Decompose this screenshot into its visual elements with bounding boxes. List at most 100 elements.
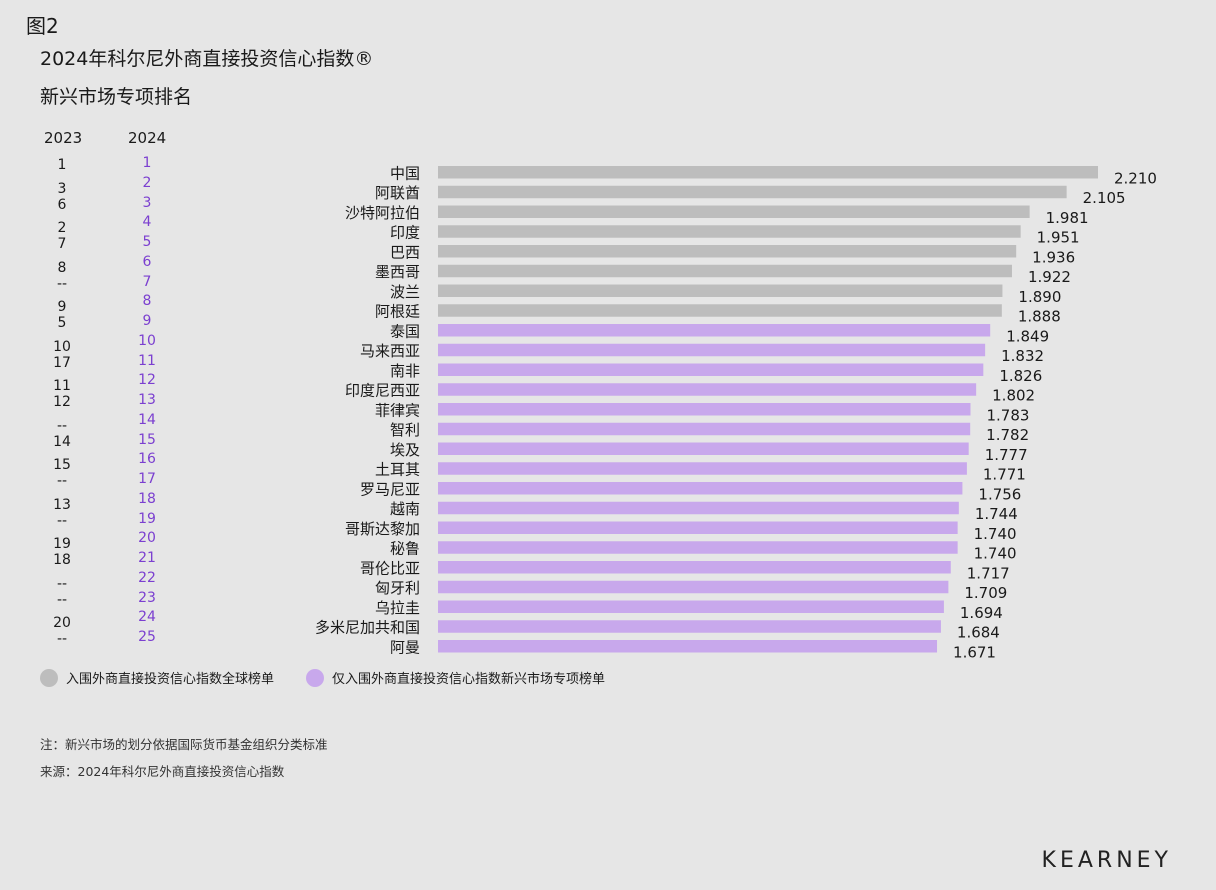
rank-2023-item: 20 xyxy=(53,615,71,632)
rank-2024-item: 14 xyxy=(138,411,156,428)
brand-logo: KEARNEY xyxy=(1041,848,1172,873)
bar xyxy=(438,403,971,416)
category-label: 马来西亚 xyxy=(360,342,420,360)
rank-2023-item: 19 xyxy=(53,536,71,553)
bar xyxy=(438,561,951,574)
legend-label-global: 入围外商直接投资信心指数全球榜单 xyxy=(66,672,275,687)
rank-2024-item: 2 xyxy=(142,174,152,191)
value-label: 1.744 xyxy=(975,505,1018,523)
bar xyxy=(438,600,944,613)
bar xyxy=(438,521,958,534)
value-label: 1.756 xyxy=(978,485,1021,503)
rank-2023-item: 5 xyxy=(57,315,67,331)
value-label: 1.671 xyxy=(953,643,996,660)
value-label: 1.802 xyxy=(992,387,1035,405)
category-label: 秘鲁 xyxy=(390,540,420,558)
category-label: 哥斯达黎加 xyxy=(345,520,420,538)
value-label: 1.890 xyxy=(1018,288,1061,306)
rank-2024-item: 24 xyxy=(138,609,156,626)
category-label: 沙特阿拉伯 xyxy=(345,204,420,222)
rank-2023-item: 14 xyxy=(53,433,71,450)
rank-2024-item: 9 xyxy=(142,313,152,329)
category-label: 多米尼加共和国 xyxy=(315,619,420,637)
value-label: 1.888 xyxy=(1018,308,1061,326)
rank-2024-item: 20 xyxy=(138,530,156,547)
rank-2024-item: 15 xyxy=(138,431,156,448)
rank-2024-item: 3 xyxy=(142,194,152,211)
category-label: 印度尼西亚 xyxy=(345,382,420,400)
footnote: 注：新兴市场的划分依据国际货币基金组织分类标准 xyxy=(40,737,328,752)
legend-item-global: 入围外商直接投资信心指数全球榜单 xyxy=(40,668,274,687)
rank-2024-item: 10 xyxy=(138,332,156,349)
rank-2023-item: 15 xyxy=(53,457,71,474)
value-label: 1.936 xyxy=(1032,248,1075,266)
rank-2024-item: 25 xyxy=(138,629,156,645)
legend-swatch-emerging xyxy=(306,668,324,687)
category-label: 阿联酋 xyxy=(375,184,420,202)
bar xyxy=(438,442,969,455)
rank-2024-item: 1 xyxy=(142,155,152,171)
rank-2023-item: 18 xyxy=(53,552,71,568)
legend-swatch-global xyxy=(40,668,58,687)
rank-2023-item: 11 xyxy=(53,378,71,395)
rank-2024-item: 23 xyxy=(138,589,156,606)
rank-2024-item: 11 xyxy=(138,352,156,369)
rank-2024-item: 17 xyxy=(138,471,156,487)
figure-label: 图2 xyxy=(26,14,59,38)
bar xyxy=(438,245,1017,258)
rank-2023-item: -- xyxy=(56,275,68,292)
rank-2023-item: 17 xyxy=(53,354,71,371)
value-label: 1.777 xyxy=(985,446,1028,464)
bar xyxy=(438,205,1030,218)
category-label: 南非 xyxy=(390,362,420,380)
bar xyxy=(438,225,1021,238)
rank-header-2024: 2024 xyxy=(128,129,167,147)
value-label: 1.826 xyxy=(999,367,1042,385)
bar xyxy=(438,462,967,475)
legend-label-emerging: 仅入围外商直接投资信心指数新兴市场专项榜单 xyxy=(332,672,606,687)
rank-2023-item: 2 xyxy=(57,220,67,237)
rank-2023-item: 13 xyxy=(53,496,71,513)
bar xyxy=(438,166,1098,179)
rank-2023-item: 9 xyxy=(57,299,67,316)
rank-2024-item: 12 xyxy=(138,372,156,389)
legend-item-emerging: 仅入围外商直接投资信心指数新兴市场专项榜单 xyxy=(306,668,605,687)
bar-chart: 中国 2.210 阿联酋 2.105 沙特阿拉伯 1.981 印度 1.951 巴西 1.936 墨… xyxy=(315,164,1157,660)
rank-2023-item: 3 xyxy=(57,180,67,197)
rank-2024-item: 5 xyxy=(142,234,152,250)
value-label: 1.740 xyxy=(974,545,1017,563)
category-label: 智利 xyxy=(390,421,420,439)
value-label: 2.210 xyxy=(1114,169,1157,187)
value-label: 1.740 xyxy=(974,525,1017,543)
category-label: 罗马尼亚 xyxy=(360,480,420,498)
value-label: 1.832 xyxy=(1001,347,1044,365)
bar xyxy=(438,541,958,554)
category-label: 泰国 xyxy=(390,322,420,340)
rank-2023-item: 7 xyxy=(57,236,67,252)
category-label: 乌拉圭 xyxy=(375,599,420,617)
rank-2024-item: 19 xyxy=(138,510,156,527)
category-label: 菲律宾 xyxy=(375,401,420,419)
bar xyxy=(438,343,986,357)
bar xyxy=(438,620,941,633)
bar xyxy=(438,363,984,376)
rank-2023-item: 1 xyxy=(57,157,67,173)
value-label: 1.694 xyxy=(960,604,1003,622)
category-label: 波兰 xyxy=(390,283,420,301)
rank-2023-item: 8 xyxy=(57,259,67,276)
value-label: 1.981 xyxy=(1046,209,1089,227)
value-label: 1.717 xyxy=(967,564,1010,582)
category-label: 巴西 xyxy=(390,243,420,261)
value-label: 1.709 xyxy=(964,584,1007,602)
rank-2024-item: 7 xyxy=(142,273,152,290)
rank-2023-item: 12 xyxy=(53,394,71,410)
category-label: 哥伦比亚 xyxy=(360,559,420,577)
rank-2024-item: 8 xyxy=(142,293,152,310)
rank-2023-item: -- xyxy=(56,575,68,592)
rank-2024-item: 6 xyxy=(142,253,152,270)
bar xyxy=(438,185,1067,199)
bar xyxy=(438,264,1012,278)
chart-title: 2024年科尔尼外商直接投资信心指数® xyxy=(40,48,374,70)
value-label: 2.105 xyxy=(1083,189,1126,207)
bar xyxy=(438,304,1002,317)
